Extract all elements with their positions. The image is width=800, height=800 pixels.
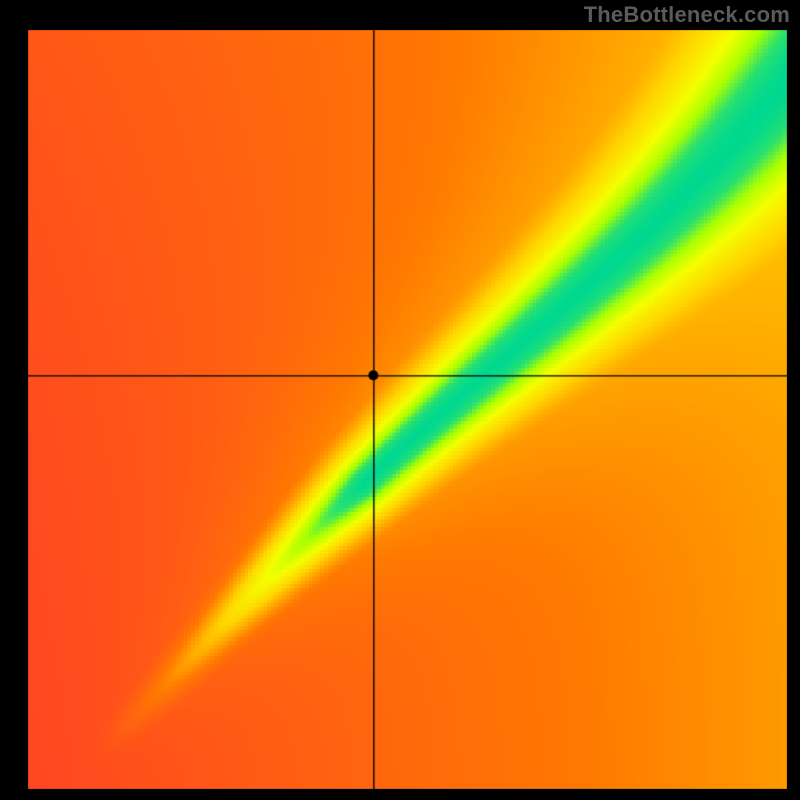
chart-container: TheBottleneck.com bbox=[0, 0, 800, 800]
overlay-canvas bbox=[0, 0, 800, 800]
watermark-label: TheBottleneck.com bbox=[584, 2, 790, 28]
